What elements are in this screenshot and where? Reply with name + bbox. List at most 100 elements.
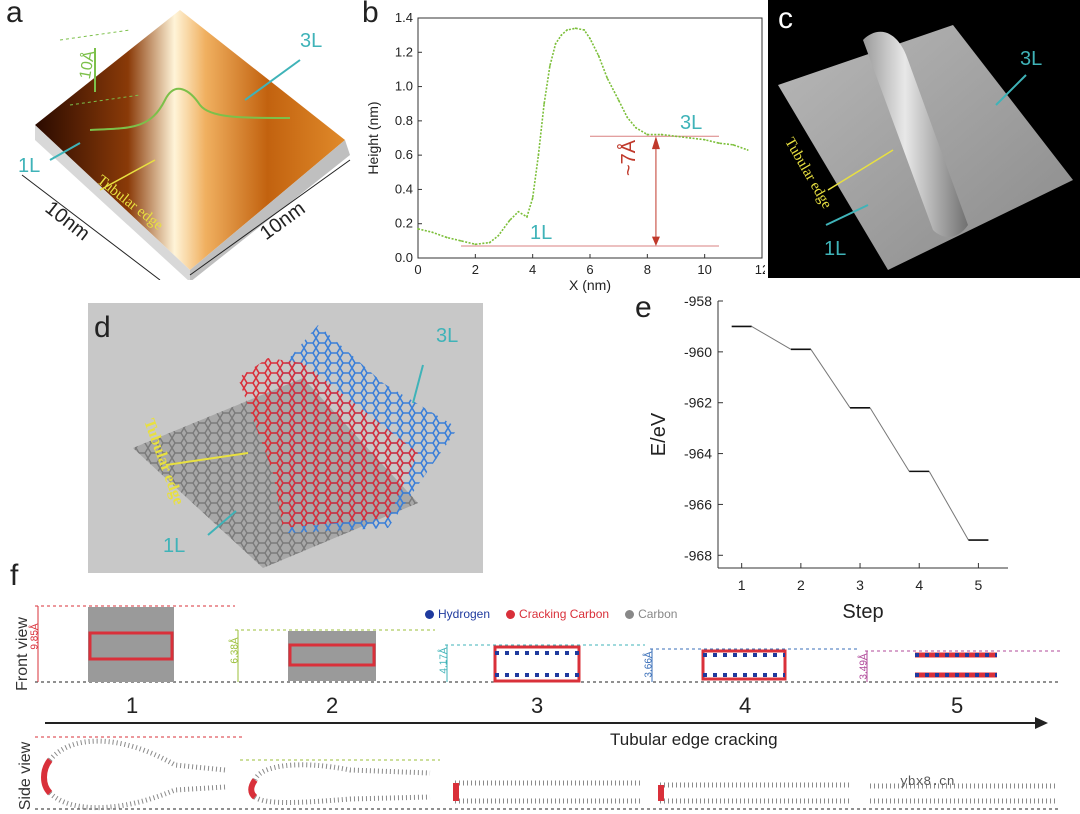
connector-line [751, 325, 792, 350]
cracking-carbon-dot-icon [506, 609, 516, 619]
data-point [526, 215, 528, 218]
step-number-5: 5 [951, 693, 964, 718]
panel-b-label-3l: 3L [680, 112, 703, 134]
data-point [445, 236, 448, 239]
panel-e-letter: e [635, 291, 652, 324]
data-point [606, 77, 609, 79]
data-point [417, 227, 419, 230]
y-tick-label: 0.6 [395, 147, 413, 162]
data-point [488, 241, 491, 244]
legend-carbon-label: Carbon [638, 607, 678, 621]
data-point [746, 149, 749, 151]
data-point [497, 234, 500, 237]
y-tick-label: -968 [684, 547, 712, 563]
y-tick-label: 1.4 [395, 10, 413, 25]
x-tick-label: 2 [797, 577, 805, 593]
connector-line [928, 471, 969, 541]
panel-c-letter: c [778, 2, 793, 35]
distance-label-1: 9.85Å [29, 623, 41, 650]
x-axis-label: Step [842, 601, 883, 623]
panel-d-letter: d [94, 311, 111, 344]
data-point [646, 133, 649, 136]
data-point [675, 135, 677, 138]
panel-e: e -958 -960 -962 -964 -966 -968 1 2 3 4 5 Step E/eV [610, 283, 1030, 623]
legend-hydrogen-label: Hydrogen [438, 607, 491, 621]
panel-c-label-3l: 3L [1020, 48, 1043, 70]
legend-cracking-carbon: Cracking Carbon [506, 607, 609, 621]
y-tick-label: 0.2 [395, 216, 413, 231]
connector-line [869, 407, 910, 472]
x-axis-label: X (nm) [569, 277, 611, 293]
panel-a: a 3L 1L 10Å Tubular edge 10nm 10nm [0, 0, 360, 280]
data-point [583, 29, 586, 31]
data-point [531, 197, 534, 199]
panel-b: b 0 2 4 6 8 10 12 0.0 0.2 0.4 0.6 0.8 1.0 1.2 1.4 X (nm… [360, 0, 765, 300]
step-number-1: 1 [126, 693, 139, 718]
connector-line [810, 349, 851, 409]
data-point [626, 116, 629, 119]
y-tick-label: 0.4 [395, 181, 413, 196]
tubular-edge-cracking-label: Tubular edge cracking [610, 730, 778, 749]
panel-c-label-1l: 1L [824, 238, 847, 260]
distance-label-2: 6.38Å [229, 637, 241, 664]
data-point [460, 239, 462, 242]
y-tick-label: -964 [684, 446, 712, 462]
x-tick-label: 1 [738, 577, 746, 593]
data-point [718, 142, 720, 145]
data-point [566, 29, 568, 31]
step-number-2: 2 [326, 693, 339, 718]
data-point [703, 138, 706, 141]
legend: Hydrogen Cracking Carbon Carbon [425, 607, 677, 621]
y-tick-label: 0.8 [395, 113, 413, 128]
x-tick-label: 4 [915, 577, 923, 593]
panel-b-label-7a: ~7Å [618, 139, 640, 176]
x-tick-label: 5 [975, 577, 983, 593]
data-point [589, 37, 591, 40]
x-tick-label: 6 [586, 262, 593, 277]
y-axis-label: Height (nm) [365, 101, 381, 174]
plot-frame [417, 17, 763, 259]
data-point [548, 65, 551, 67]
data-point [634, 126, 637, 129]
carbon-dot-icon [625, 609, 635, 619]
panel-a-afm-image [21, 10, 351, 280]
panel-d-label-3l: 3L [436, 325, 459, 347]
panel-f-structures [35, 605, 1060, 811]
y-tick-label: 1.0 [395, 79, 413, 94]
x-tick-label: 4 [529, 262, 536, 277]
arrow-head-up [651, 136, 660, 150]
x-tick-label: 3 [856, 577, 864, 593]
data-point [732, 143, 735, 146]
x-tick-label: 2 [472, 262, 479, 277]
panel-c: c 3L 1L Tubular edge [768, 0, 1080, 278]
x-tick-label: 12 [755, 262, 765, 277]
panel-e-chart: -958 -960 -962 -964 -966 -968 1 2 3 4 5 Step E/eV [648, 293, 1008, 623]
legend-cracking-carbon-label: Cracking Carbon [519, 607, 610, 621]
panel-c-render [778, 25, 1073, 270]
panel-d-model [133, 325, 458, 568]
distance-label-4: 3.66Å [643, 651, 655, 678]
data-point [597, 54, 600, 57]
y-tick-label: 0.0 [395, 250, 413, 265]
y-tick-label: -962 [684, 395, 712, 411]
arrow-head-down [651, 236, 660, 246]
panel-d: d 3L 1L Tubular edge [88, 303, 483, 573]
panel-d-label-1l: 1L [163, 535, 186, 557]
data-point [543, 102, 546, 105]
x-tick-label: 8 [644, 262, 651, 277]
x-tick-label: 10 [697, 262, 711, 277]
panel-a-letter: a [6, 0, 23, 29]
data-point [474, 243, 477, 246]
data-point [660, 133, 663, 136]
distance-label-3: 4.17Å [438, 647, 450, 674]
y-tick-label: 1.2 [395, 44, 413, 59]
data-point [517, 210, 520, 213]
y-axis-label: E/eV [648, 412, 670, 456]
step-number-4: 4 [739, 693, 752, 718]
data-point [689, 137, 692, 139]
data-point [431, 231, 434, 234]
step-number-3: 3 [531, 693, 544, 718]
data-point [617, 99, 620, 102]
panel-b-letter: b [362, 0, 379, 29]
watermark: ybx8.cn [900, 774, 955, 789]
